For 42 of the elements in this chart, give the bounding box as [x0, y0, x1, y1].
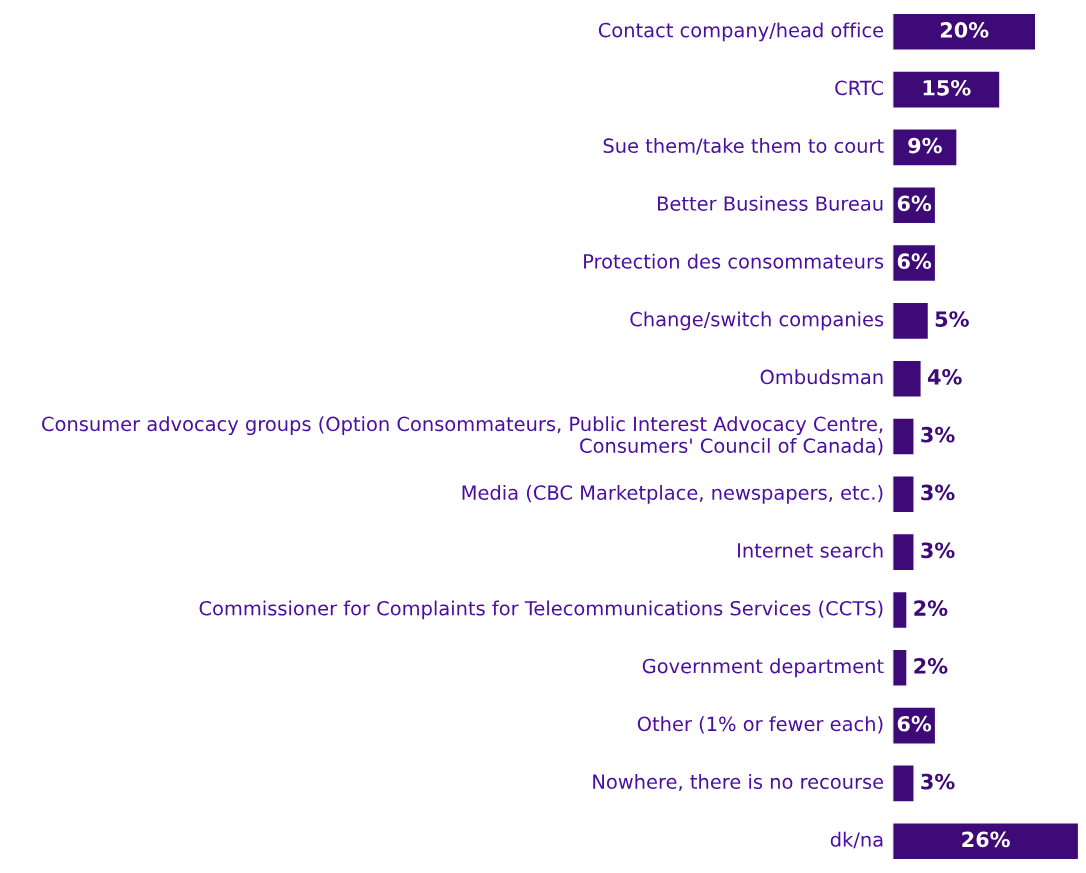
- data-label: 6%: [897, 195, 932, 212]
- bar: [892, 128, 958, 167]
- bar: [892, 301, 930, 341]
- data-label: 6%: [897, 253, 932, 270]
- bar: [892, 764, 915, 803]
- bar: [892, 12, 1037, 51]
- y-tick-label: Protection des consommateurs: [584, 253, 884, 269]
- bar: [892, 475, 915, 514]
- y-tick-label: Change/switch companies: [630, 311, 884, 331]
- y-tick-label: Other (1% or fewer each): [637, 716, 883, 734]
- data-label: 3%: [921, 542, 955, 559]
- y-tick-label: Commissioner for Complaints for Telecommunications Services (CCTS): [199, 600, 883, 620]
- y-tick-label: dk/na: [830, 831, 883, 849]
- data-label: 3%: [921, 426, 955, 443]
- y-tick-label: Consumer advocacy groups (Option Consommateurs, Public Interest Advocacy Centre, Consumers' Council of Canada): [42, 416, 883, 456]
- data-label: 2%: [914, 600, 948, 616]
- bar: [892, 590, 908, 630]
- data-label: 3%: [921, 773, 955, 790]
- y-tick-label: Media (CBC Marketplace, newspapers, etc.): [462, 484, 883, 504]
- y-tick-label: CRTC: [835, 80, 884, 96]
- data-label: 3%: [921, 484, 955, 501]
- y-tick-label: Internet search: [738, 542, 883, 558]
- bar: [892, 532, 915, 572]
- bar: [892, 417, 915, 456]
- data-label: 4%: [927, 368, 962, 385]
- data-label: 6%: [897, 715, 932, 732]
- data-label: 26%: [962, 831, 1010, 848]
- data-label: 5%: [935, 311, 969, 327]
- y-tick-label: Sue them/take them to court: [603, 138, 884, 155]
- data-label: 9%: [908, 137, 942, 154]
- y-tick-label: Better Business Bureau: [657, 195, 883, 211]
- data-label: 20%: [940, 22, 989, 38]
- bar: [892, 822, 1080, 861]
- data-label: 2%: [914, 658, 948, 674]
- y-tick-label: Contact company/head office: [598, 22, 884, 42]
- y-tick-label: Nowhere, there is no recourse: [593, 773, 884, 792]
- y-tick-label: Government department: [642, 658, 884, 678]
- bar: [892, 70, 1001, 109]
- bar: [892, 359, 922, 398]
- y-tick-label: Ombudsman: [760, 369, 883, 385]
- data-label: 15%: [923, 79, 971, 96]
- bar: [892, 648, 908, 687]
